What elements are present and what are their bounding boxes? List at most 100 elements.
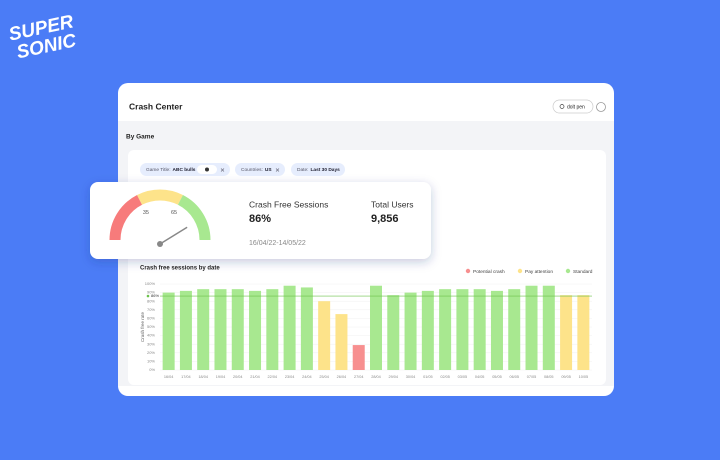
- x-tick-label: 23/04: [285, 375, 295, 379]
- x-tick-label: 17/04: [181, 375, 191, 379]
- x-tick-label: 02/05: [440, 375, 450, 379]
- filter-label: Countries:: [241, 167, 263, 173]
- kpi-value: 9,856: [371, 213, 399, 225]
- bar: [352, 345, 365, 370]
- y-tick-label: 100%: [145, 281, 156, 286]
- y-tick-label: 90%: [147, 290, 155, 295]
- bar: [214, 289, 227, 370]
- gauge-segment: [137, 189, 183, 205]
- x-tick-label: 24/04: [302, 375, 312, 379]
- y-tick-label: 60%: [147, 315, 155, 320]
- y-tick-label: 80%: [147, 298, 155, 303]
- y-tick-label: 10%: [147, 358, 155, 363]
- filter-label: Date:: [297, 167, 308, 173]
- y-tick-label: 40%: [147, 333, 155, 338]
- x-tick-label: 20/04: [233, 375, 243, 379]
- filter-value: Last 30 Days: [310, 167, 340, 173]
- bar: [421, 290, 434, 370]
- bar: [179, 290, 192, 370]
- section-title: By Game: [126, 134, 155, 141]
- bar: [508, 289, 521, 370]
- date-range: 16/04/22-14/05/22: [249, 240, 306, 247]
- bar: [283, 285, 296, 370]
- filter-chip[interactable]: [235, 163, 285, 176]
- bar: [318, 301, 331, 370]
- chart-title: Crash free sessions by date: [140, 266, 220, 272]
- gauge-tick-label: 35: [143, 210, 149, 216]
- y-tick-label: 0%: [149, 367, 155, 372]
- legend-label: Pay attention: [525, 269, 553, 275]
- y-axis-label: Crash free rate: [140, 311, 145, 342]
- x-tick-label: 10/05: [579, 375, 589, 379]
- button-label[interactable]: dolt pen: [567, 104, 585, 110]
- filter-value: US: [265, 167, 272, 173]
- filter-text: Game Title: ABC bulls: [146, 167, 196, 173]
- x-tick-label: 27/04: [354, 375, 364, 379]
- filter-value: ABC bulls: [173, 167, 196, 173]
- bar: [404, 292, 417, 370]
- legend-swatch: [565, 268, 571, 274]
- legend-swatch: [517, 268, 523, 274]
- legend-label: Standard: [573, 269, 593, 275]
- reference-dot: [146, 294, 150, 298]
- x-tick-label: 08/05: [544, 375, 554, 379]
- bar: [542, 285, 555, 370]
- x-tick-label: 28/04: [371, 375, 381, 379]
- bar: [162, 292, 175, 370]
- x-tick-label: 16/04: [164, 375, 174, 379]
- bar: [300, 287, 313, 370]
- bar: [266, 289, 279, 370]
- logo: SUPER SONIC: [7, 11, 78, 63]
- x-tick-label: 03/05: [458, 375, 468, 379]
- bar: [525, 285, 538, 370]
- kpi-label: Total Users: [371, 199, 414, 209]
- bar: [370, 285, 382, 370]
- settings-icon[interactable]: [596, 102, 606, 112]
- x-tick-label: 25/04: [319, 375, 329, 379]
- gauge-segment: [177, 195, 211, 241]
- gauge-segment: [109, 195, 143, 241]
- filter-text: Countries: US: [241, 167, 272, 173]
- x-tick-label: 09/05: [561, 375, 571, 379]
- x-tick-label: 05/05: [492, 375, 502, 379]
- filter-label: Game Title:: [146, 167, 171, 173]
- x-tick-label: 30/04: [406, 375, 416, 379]
- y-tick-label: 70%: [147, 307, 155, 312]
- bar: [231, 289, 244, 370]
- bar: [197, 289, 210, 370]
- button-icon: [559, 104, 565, 109]
- x-tick-label: 21/04: [250, 375, 260, 379]
- bar: [456, 289, 469, 370]
- x-tick-label: 19/04: [216, 375, 226, 379]
- x-tick-label: 18/04: [198, 375, 208, 379]
- gauge-needle: [159, 226, 188, 245]
- bar: [249, 290, 262, 370]
- bar: [335, 314, 348, 370]
- y-tick-label: 50%: [147, 324, 155, 329]
- bar: [577, 295, 590, 370]
- kpi-label: Crash Free Sessions: [249, 199, 328, 209]
- x-tick-label: 04/05: [475, 375, 485, 379]
- x-tick-label: 01/05: [423, 375, 433, 379]
- button[interactable]: [552, 99, 594, 114]
- bar: [473, 289, 486, 370]
- gauge-tick-label: 65: [171, 210, 177, 216]
- filter-text: Date: Last 30 Days: [297, 167, 340, 173]
- kpi-value: 86%: [249, 213, 271, 225]
- reference-label: 86%: [151, 293, 159, 298]
- x-tick-label: 22/04: [268, 375, 278, 379]
- x-tick-label: 29/04: [389, 375, 399, 379]
- remove-icon[interactable]: [275, 168, 280, 172]
- remove-icon[interactable]: [220, 168, 225, 172]
- bar: [387, 295, 400, 370]
- y-tick-label: 20%: [147, 350, 155, 355]
- gauge-hub: [157, 241, 163, 247]
- bar: [560, 295, 573, 370]
- legend-swatch: [465, 268, 471, 274]
- x-tick-label: 07/05: [527, 375, 537, 379]
- bar: [490, 290, 503, 370]
- filter-chip[interactable]: [291, 163, 345, 176]
- y-tick-label: 30%: [147, 341, 155, 346]
